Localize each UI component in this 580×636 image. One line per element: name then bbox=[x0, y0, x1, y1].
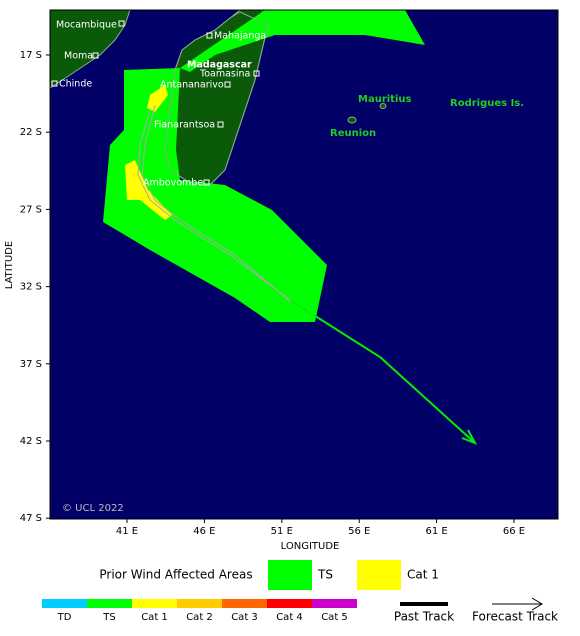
intensity-scale: TD TS Cat 1 Cat 2 Cat 3 Cat 4 Cat 5 bbox=[42, 599, 357, 623]
place-label: Ambovombe bbox=[143, 178, 203, 189]
scale-swatch bbox=[42, 599, 87, 608]
y-axis-label: LATITUDE bbox=[4, 241, 15, 289]
x-tick-label: 46 E bbox=[193, 526, 215, 537]
y-tick-label: 27 S bbox=[20, 204, 42, 215]
place-label: Mocambique bbox=[56, 20, 117, 31]
map-frame bbox=[49, 9, 559, 520]
x-axis-label: LONGITUDE bbox=[281, 541, 340, 552]
legend-title: Prior Wind Affected Areas bbox=[99, 568, 252, 582]
legend-swatch bbox=[268, 560, 312, 590]
scale-label: Cat 4 bbox=[276, 612, 303, 623]
island-label: Rodrigues Is. bbox=[450, 98, 524, 109]
reunion-island bbox=[347, 116, 357, 124]
y-tick-label: 47 S bbox=[20, 513, 42, 524]
legend-label: TS bbox=[317, 568, 333, 582]
legend-label: Forecast Track bbox=[472, 610, 558, 624]
legend-swatch bbox=[357, 560, 401, 590]
forecast-track-key bbox=[531, 597, 543, 611]
legend-label: Cat 1 bbox=[407, 568, 439, 582]
cat1-swath bbox=[125, 160, 172, 220]
scale-swatch bbox=[222, 599, 267, 608]
place-markers bbox=[51, 20, 260, 186]
place-label: Madagascar bbox=[187, 60, 252, 71]
cat1-swath bbox=[147, 85, 168, 112]
y-tick-label: 17 S bbox=[20, 50, 42, 61]
y-tick-label: 42 S bbox=[20, 436, 42, 447]
place-label: Toamasina bbox=[199, 69, 250, 80]
scale-label: TD bbox=[57, 612, 72, 623]
scale-label: Cat 1 bbox=[141, 612, 168, 623]
scale-swatch bbox=[132, 599, 177, 608]
scale-swatch bbox=[267, 599, 312, 608]
island-label: Mauritius bbox=[358, 94, 412, 105]
scale-label: Cat 3 bbox=[231, 612, 258, 623]
coastline bbox=[164, 11, 269, 186]
past-track bbox=[141, 104, 293, 304]
island-label: Reunion bbox=[330, 128, 376, 139]
forecast-arrow bbox=[461, 429, 478, 445]
x-tick-label: 61 E bbox=[425, 526, 447, 537]
copyright: © UCL 2022 bbox=[62, 503, 124, 514]
legend-label: Past Track bbox=[394, 610, 454, 624]
place-label: Moma bbox=[64, 51, 93, 62]
place-label: Chinde bbox=[59, 79, 92, 90]
axis-ticks: 17 S 22 S 27 S 32 S 37 S 42 S 47 S 41 E 46 E 51 E… bbox=[20, 50, 525, 537]
scale-swatch bbox=[87, 599, 132, 608]
ts-swath bbox=[103, 68, 327, 322]
past-track bbox=[137, 109, 291, 301]
scale-swatch bbox=[312, 599, 357, 608]
ts-swath bbox=[180, 10, 425, 72]
place-label: Antananarivo bbox=[160, 80, 224, 91]
forecast-track bbox=[289, 299, 476, 444]
x-tick-label: 41 E bbox=[116, 526, 138, 537]
y-tick-label: 37 S bbox=[20, 359, 42, 370]
place-label: Mahajanga bbox=[214, 31, 266, 42]
y-tick-label: 32 S bbox=[20, 282, 42, 293]
x-tick-label: 51 E bbox=[271, 526, 293, 537]
x-tick-label: 66 E bbox=[503, 526, 525, 537]
scale-swatch bbox=[177, 599, 222, 608]
scale-label: Cat 2 bbox=[186, 612, 213, 623]
scale-label: Cat 5 bbox=[321, 612, 348, 623]
x-tick-label: 56 E bbox=[348, 526, 370, 537]
y-tick-label: 22 S bbox=[20, 127, 42, 138]
place-label: Fianarantsoa bbox=[154, 120, 215, 131]
scale-label: TS bbox=[102, 612, 115, 623]
mauritius-island bbox=[379, 103, 387, 109]
